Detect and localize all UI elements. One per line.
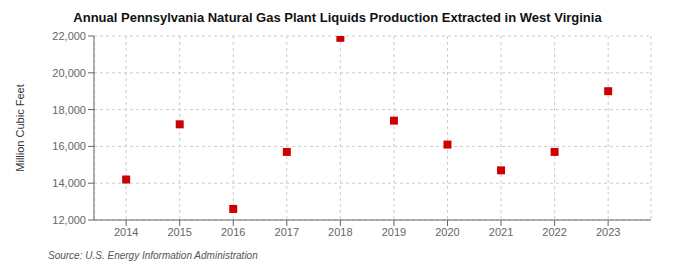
svg-text:2017: 2017 — [275, 226, 299, 238]
svg-text:2022: 2022 — [542, 226, 566, 238]
svg-text:20,000: 20,000 — [52, 67, 86, 79]
html-text:Source: U.S. Energy Informatio: Source: U.S. Energy Information Administ… — [48, 250, 258, 261]
svg-text:16,000: 16,000 — [52, 140, 86, 152]
svg-text:2014: 2014 — [114, 226, 138, 238]
svg-text:Million Cubic Feet: Million Cubic Feet — [14, 84, 26, 171]
svg-text:2023: 2023 — [596, 226, 620, 238]
svg-text:2015: 2015 — [167, 226, 191, 238]
svg-text:2021: 2021 — [489, 226, 513, 238]
svg-text:18,000: 18,000 — [52, 104, 86, 116]
svg-text:14,000: 14,000 — [52, 177, 86, 189]
svg-text:2016: 2016 — [221, 226, 245, 238]
svg-text:2018: 2018 — [328, 226, 352, 238]
svg-text:12,000: 12,000 — [52, 214, 86, 226]
svg-text:2019: 2019 — [382, 226, 406, 238]
html-text:Annual Pennsylvania Natural Ga: Annual Pennsylvania Natural Gas Plant Li… — [73, 10, 602, 25]
svg-text:2020: 2020 — [435, 226, 459, 238]
svg-text:22,000: 22,000 — [52, 30, 86, 42]
